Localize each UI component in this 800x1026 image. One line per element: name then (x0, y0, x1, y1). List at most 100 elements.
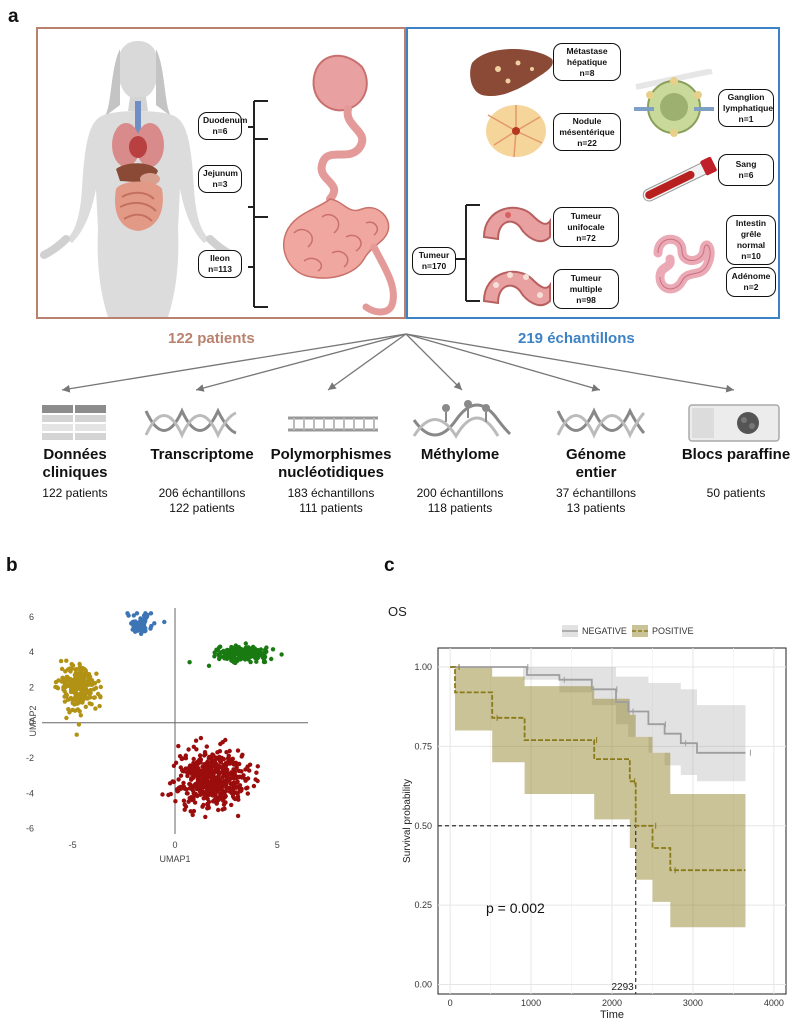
umap-point (58, 658, 64, 664)
umap-point (198, 792, 203, 797)
unifocale-label: Tumeur unifocale n=72 (553, 207, 619, 247)
km-x-tick: 4000 (764, 998, 784, 1008)
umap-point (231, 770, 236, 776)
umap-series-3 (160, 735, 260, 820)
umap-point (81, 686, 87, 691)
umap-point (264, 649, 269, 654)
umap-point (232, 780, 237, 785)
km-legend-label: NEGATIVE (582, 626, 627, 636)
panel-label-b: b (6, 555, 18, 576)
umap-point (176, 743, 181, 749)
umap-point (229, 644, 234, 650)
km-x-tick: 1000 (521, 998, 541, 1008)
umap-point (223, 793, 228, 799)
umap-point (198, 757, 204, 762)
umap-point (269, 656, 274, 662)
umap-point (88, 690, 93, 696)
human-body-illustration (40, 41, 236, 317)
umap-point (206, 799, 212, 805)
umap-point (235, 748, 241, 753)
umap-point (59, 666, 65, 672)
umap-point (125, 611, 130, 616)
umap-point (179, 756, 184, 762)
tumor-bracket (454, 204, 480, 302)
umap-point (227, 655, 233, 660)
umap-point (171, 779, 177, 785)
km-curve-negative (450, 666, 746, 754)
umap-point (220, 774, 226, 779)
umap-point (63, 678, 69, 683)
umap-point (206, 663, 212, 668)
umap-point (83, 704, 89, 709)
umap-point (279, 652, 284, 657)
umap-point (143, 628, 148, 633)
umap-point (83, 673, 89, 679)
umap-point (216, 777, 221, 782)
umap-point (227, 761, 233, 766)
umap-point (198, 773, 203, 778)
umap-point (148, 611, 154, 616)
umap-point (234, 775, 239, 781)
umap-point (76, 722, 82, 727)
umap-y-tick: -6 (26, 824, 34, 834)
umap-point (224, 785, 229, 790)
umap-point (78, 677, 83, 682)
umap-point (98, 684, 104, 690)
umap-point (202, 762, 207, 767)
umap-point (231, 776, 236, 781)
umap-point (211, 776, 216, 782)
umap-point (220, 740, 225, 745)
umap-point (203, 791, 208, 797)
umap-point (237, 651, 242, 657)
mesentery-icon (486, 105, 546, 158)
umap-point (210, 752, 215, 757)
umap-point (229, 802, 234, 808)
umap-point (214, 762, 219, 767)
umap-point (91, 687, 97, 692)
omics-snp: Polymorphismes nucléotidiques 183 échant… (270, 446, 392, 515)
umap-point (191, 761, 197, 767)
patients-box: Duodenum n=6 Jejunum n=3 Ileon n=113 (36, 27, 406, 319)
samples-count: 219 échantillons (518, 330, 635, 347)
umap-point (93, 706, 98, 711)
umap-point (131, 613, 136, 618)
umap-point (186, 747, 191, 752)
umap-point (255, 764, 260, 769)
umap-series-0 (125, 611, 167, 636)
umap-point (245, 785, 250, 790)
umap-point (130, 627, 135, 632)
umap-point (70, 698, 75, 703)
umap-point (216, 782, 222, 788)
umap-point (190, 797, 195, 803)
umap-point (203, 814, 208, 820)
clinical-table-icon (42, 405, 106, 441)
umap-point (222, 781, 227, 786)
umap-point (250, 651, 255, 656)
umap-point (216, 807, 221, 813)
km-median-label: 2293 (611, 982, 634, 993)
umap-point (239, 754, 244, 759)
umap-point (69, 685, 75, 690)
km-ci-band-negative (450, 667, 746, 782)
umap-point (190, 812, 195, 818)
panel-label-c: c (384, 555, 395, 576)
umap-point (204, 744, 209, 749)
umap-point (230, 789, 235, 795)
umap-point (75, 693, 80, 699)
umap-point (73, 688, 78, 694)
umap-y-tick: 0 (29, 718, 34, 728)
umap-point (213, 799, 218, 804)
omics-methylome: Méthylome 200 échantillons 118 patients (416, 446, 504, 515)
umap-point (88, 680, 93, 685)
km-x-tick: 0 (448, 998, 453, 1008)
umap-point (227, 748, 232, 754)
umap-point (60, 676, 65, 681)
km-x-tick: 2000 (602, 998, 622, 1008)
umap-point (184, 791, 190, 796)
umap-point (74, 667, 80, 672)
umap-point (68, 666, 73, 672)
umap-point (70, 663, 76, 668)
umap-point (199, 787, 204, 792)
km-x-tick: 3000 (683, 998, 703, 1008)
umap-point (138, 617, 143, 623)
